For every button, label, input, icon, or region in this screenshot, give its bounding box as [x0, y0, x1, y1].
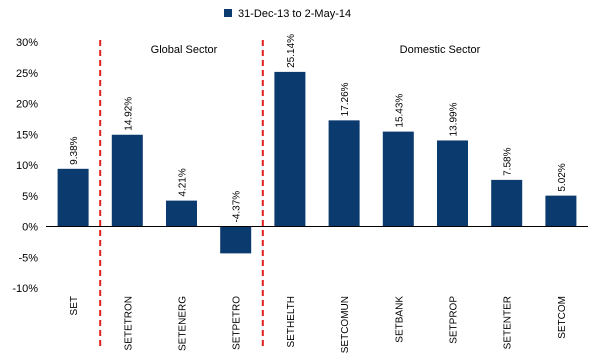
x-tick-label: SETPROP: [449, 296, 460, 344]
group-labels: Global Sector Domestic Sector: [151, 44, 481, 56]
y-tick-label: 10%: [16, 160, 38, 172]
x-tick-label: SETENTER: [503, 296, 514, 349]
y-tick-label: 15%: [16, 129, 38, 141]
bar-setpetro: [220, 226, 252, 254]
data-label: 9.38%: [69, 136, 80, 164]
sector-dividers: [99, 40, 264, 350]
x-tick-label: SETENERG: [178, 296, 189, 351]
x-tick-label: SETCOM: [557, 296, 568, 339]
x-tick-label: SETPETRO: [232, 296, 243, 350]
x-axis: SET SETETRON SETENERG SETPETRO SETHELTH SETCO…: [46, 226, 588, 353]
x-tick-label: SETHELTH: [286, 296, 297, 348]
data-label: 4.21%: [178, 168, 189, 196]
x-tick-label: SET: [69, 296, 80, 315]
x-tick-label: SETETRON: [123, 296, 134, 350]
data-label: 25.14%: [286, 34, 297, 68]
data-label: 17.26%: [340, 82, 351, 116]
x-tick-label: SETCOMUN: [340, 296, 351, 353]
bar-setenter: [491, 179, 523, 227]
bar-setbank: [382, 131, 414, 227]
bar-setcomun: [328, 120, 360, 227]
y-axis: -10% -5% 0% 5% 10% 15% 20% 25% 30%: [12, 37, 38, 295]
data-labels: 9.38% 14.92% 4.21% -4.37% 25.14% 17.26% 15.43%…: [69, 34, 568, 223]
legend-label: 31-Dec-13 to 2-May-14: [238, 8, 351, 20]
bar-setprop: [437, 140, 468, 227]
x-tick-label: SETBANK: [394, 296, 405, 343]
data-label: 13.99%: [449, 102, 460, 136]
y-tick-label: 30%: [16, 37, 38, 49]
bar-sethelth: [274, 71, 306, 227]
y-tick-label: -5%: [18, 252, 38, 264]
bar-setcom: [545, 195, 577, 227]
bars: [57, 71, 577, 254]
legend: 31-Dec-13 to 2-May-14: [224, 8, 351, 20]
y-tick-label: 0%: [22, 222, 38, 234]
data-label: 7.58%: [503, 147, 514, 175]
data-label: 15.43%: [394, 94, 405, 128]
y-tick-label: 25%: [16, 68, 38, 80]
data-label: 14.92%: [123, 97, 134, 131]
group-label-global: Global Sector: [151, 44, 218, 56]
bar-setenerg: [166, 200, 197, 227]
legend-swatch: [224, 9, 232, 17]
data-label: -4.37%: [232, 191, 243, 223]
data-label: 5.02%: [557, 163, 568, 191]
y-tick-label: -10%: [12, 283, 38, 295]
y-tick-label: 5%: [22, 191, 38, 203]
bar-setetron: [111, 134, 143, 227]
bar-set: [57, 168, 89, 227]
group-label-domestic: Domestic Sector: [400, 44, 481, 56]
y-tick-label: 20%: [16, 99, 38, 111]
